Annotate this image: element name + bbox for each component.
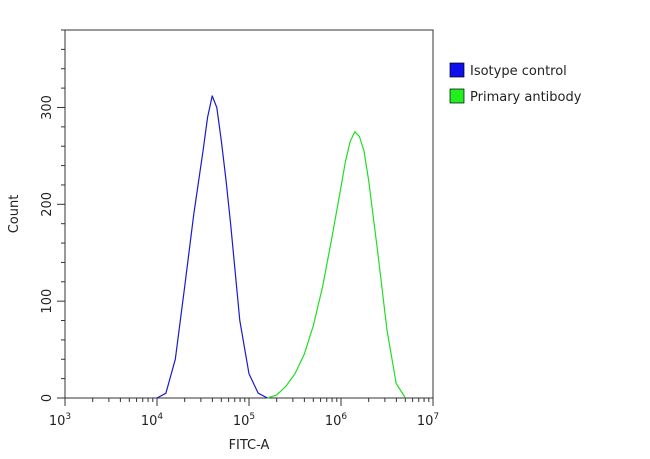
x-tick-label: 104 (141, 412, 164, 429)
legend-swatch-primary (449, 88, 465, 104)
axis-ticks: 103 104 105 106 107 0 100 200 300 (40, 29, 439, 429)
y-axis-label: Count (7, 195, 22, 234)
y-tick-label: 200 (40, 192, 55, 217)
series-line-0 (156, 95, 268, 399)
series-layer (156, 95, 406, 399)
plot-frame (64, 29, 434, 399)
x-tick-label: 103 (49, 412, 71, 429)
x-tick-label: 107 (417, 412, 439, 429)
y-tick-label: 100 (40, 289, 55, 314)
legend: Isotype control Primary antibody (449, 62, 582, 105)
y-tick-label: 0 (40, 394, 55, 402)
x-axis-label: FITC-A (229, 438, 270, 453)
legend-label-primary: Primary antibody (470, 90, 582, 105)
y-tick-label: 300 (40, 95, 55, 120)
series-line-1 (267, 131, 406, 399)
x-tick-label: 106 (325, 412, 348, 429)
x-tick-label: 105 (233, 412, 255, 429)
legend-swatch-isotype (449, 62, 465, 78)
legend-label-isotype: Isotype control (470, 64, 567, 79)
